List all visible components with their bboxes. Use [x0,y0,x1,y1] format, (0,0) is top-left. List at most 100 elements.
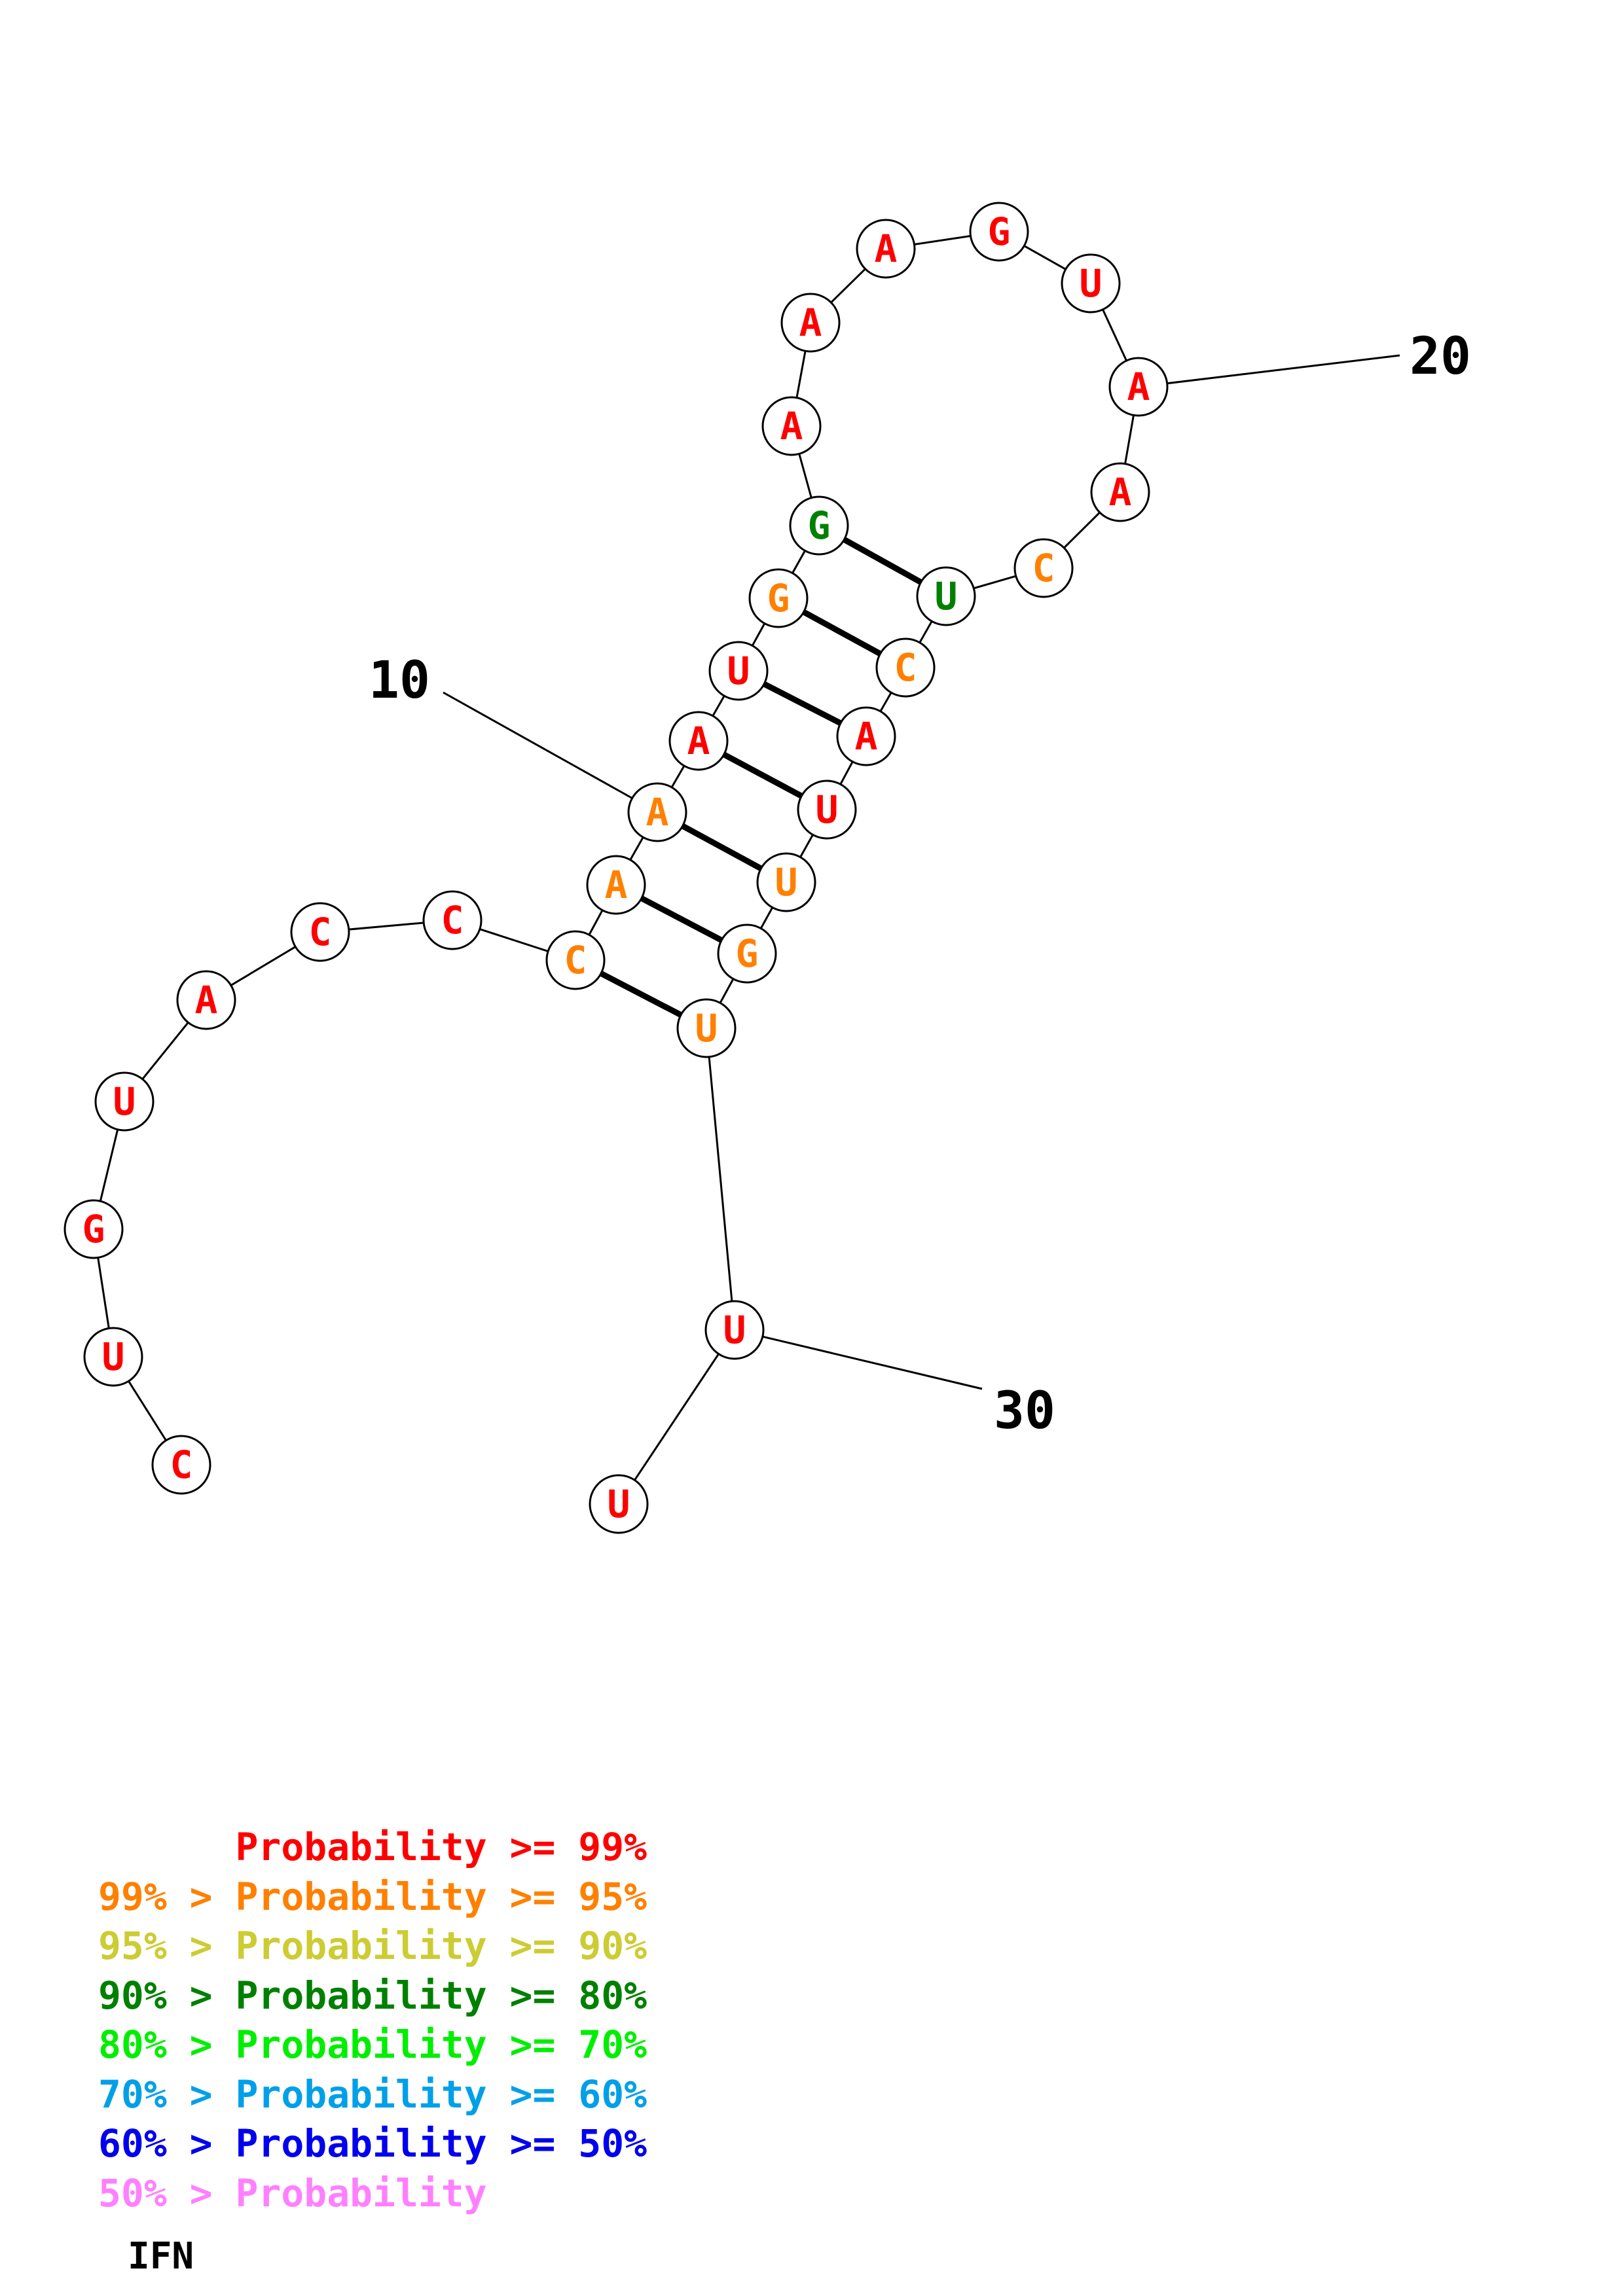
nucleotide-letter: C [564,938,587,982]
backbone-segment [705,1028,736,1331]
nucleotide: U [94,1071,155,1132]
nucleotide-letter: A [646,790,669,834]
nucleotide-letter: A [605,863,628,907]
legend-label: Probability >= 70% [235,2022,647,2067]
nucleotide: A [627,782,687,842]
nucleotide-letter: A [855,714,878,759]
legend-label: Probability >= 80% [235,1973,647,2018]
nucleotide-letter: U [608,1482,630,1526]
nucleotide: G [789,495,849,556]
legend-threshold: 60% > [98,2121,236,2166]
legend-label: Probability >= 90% [235,1924,647,1968]
nucleotide-letter: A [195,978,218,1022]
nucleotide: A [176,970,236,1030]
nucleotide: C [875,637,936,698]
nucleotide: A [856,219,916,279]
legend-threshold: 95% > [98,1924,236,1968]
nucleotide: C [151,1435,211,1495]
nucleotide-letter: C [1032,546,1055,590]
position-tick-lines [443,354,1400,1390]
nucleotide: C [545,930,606,990]
nucleotide: A [780,293,841,353]
nucleotide: U [1061,253,1121,314]
legend-threshold [98,1825,236,1869]
legend-threshold: 80% > [98,2022,236,2067]
nucleotide: A [668,711,729,771]
nucleotide-letter: G [82,1207,105,1251]
legend-row: 70% > Probability >= 60% [98,2070,647,2120]
legend-row: 90% > Probability >= 80% [98,1971,647,2021]
legend-label: Probability [235,2170,487,2215]
nucleotide-letter: U [102,1335,125,1379]
nucleotide-letter: C [309,910,332,954]
nucleotide-letter: U [723,1308,746,1352]
nucleotide-letter: A [1109,470,1132,514]
nucleotide-letter: A [875,226,898,271]
nucleotide: A [1090,462,1150,522]
position-tick [443,691,658,814]
nucleotide: U [756,852,816,912]
nucleotide-letter: U [695,1006,718,1050]
backbone-segment [617,1329,736,1505]
nucleotide: U [797,780,857,840]
nucleotide: U [704,1300,765,1360]
nucleotide-letter: U [775,860,798,905]
nucleotide-letter: U [935,574,958,619]
legend-label: Probability >= 50% [235,2121,647,2166]
legend-row: 60% > Probability >= 50% [98,2119,647,2169]
nucleotide: G [717,924,777,984]
nucleotide: C [422,890,483,950]
nucleotide-letter: G [767,576,790,620]
nucleotide: A [1108,357,1169,417]
nucleotide: G [748,568,809,628]
position-tick [734,1329,983,1390]
nucleotide: A [586,855,646,915]
nucleotide-letter: C [894,645,917,690]
legend-label: Probability >= 99% [235,1825,647,1869]
legend-row: 80% > Probability >= 70% [98,2020,647,2070]
nucleotide-letter: G [988,209,1011,254]
legend-label: Probability >= 95% [235,1874,647,1919]
legend-label: Probability >= 60% [235,2072,647,2117]
position-label: 10 [369,651,430,710]
legend-row: Probability >= 99% [98,1823,647,1873]
legend-threshold: 50% > [98,2170,236,2215]
position-label: 30 [994,1382,1055,1441]
nucleotide-letter: A [1127,365,1150,409]
nucleotide-letter: C [170,1443,193,1487]
nucleotide-letter: C [441,898,464,942]
nucleotide-letter: A [687,719,710,763]
nucleotide-letter: U [113,1079,136,1124]
nucleotide: A [761,396,822,456]
legend-threshold: 99% > [98,1874,236,1919]
nucleotide-letter: G [808,503,831,548]
nucleotide: U [589,1474,649,1534]
nucleotide: A [836,706,896,766]
nucleotide-letter: U [1080,261,1103,306]
structure-name: IFN [128,2235,194,2278]
legend-threshold: 70% > [98,2072,236,2117]
nucleotide: C [290,902,350,962]
legend-row: 50% > Probability [98,2169,647,2219]
legend-threshold: 90% > [98,1973,236,2018]
nucleotide-letter: U [727,649,750,693]
nucleotide: U [83,1327,143,1387]
nucleotide-letter: U [816,787,839,832]
nucleotide-letter: G [736,931,759,976]
nucleotide: U [916,566,976,626]
nucleotide: C [1013,538,1074,598]
legend-row: 99% > Probability >= 95% [98,1873,647,1922]
legend-row: 95% > Probability >= 90% [98,1922,647,1971]
nucleotide: G [64,1199,124,1259]
position-labels: 10 20 30 [369,327,1471,1441]
nucleotide: U [676,998,737,1058]
nucleotide-letter: A [799,300,822,345]
position-tick [1138,354,1400,388]
probability-legend: Probability >= 99% 99% > Probability >= 9… [98,1823,647,2218]
nucleotide: U [708,641,769,701]
nucleotide: G [969,202,1029,262]
position-label: 20 [1410,327,1471,386]
nucleotide-letter: A [780,404,803,448]
